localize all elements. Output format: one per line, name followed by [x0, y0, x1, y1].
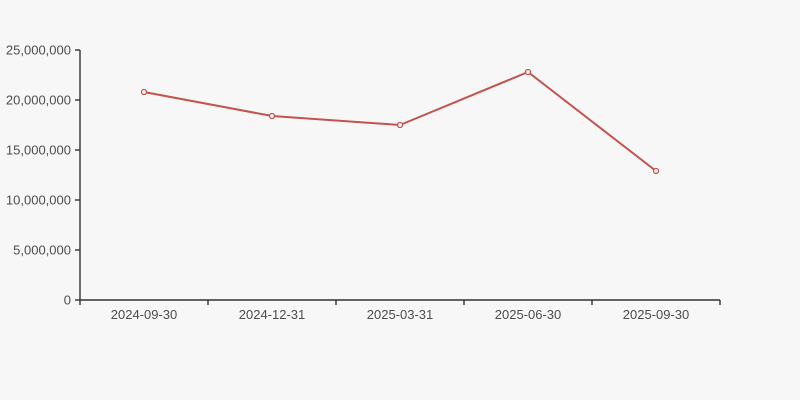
data-point-marker[interactable]: [652, 167, 660, 175]
data-point-marker[interactable]: [396, 121, 404, 129]
y-axis-tick-label: 15,000,000: [6, 143, 71, 158]
y-axis-tick-label: 20,000,000: [6, 93, 71, 108]
y-axis-tick-label: 0: [64, 293, 71, 308]
x-axis-tick-label: 2024-12-31: [239, 307, 306, 322]
data-point-marker[interactable]: [140, 88, 148, 96]
y-axis-tick-label: 5,000,000: [13, 243, 71, 258]
y-axis-tick-label: 25,000,000: [6, 43, 71, 58]
x-axis-tick-label: 2024-09-30: [111, 307, 178, 322]
y-axis-tick-label: 10,000,000: [6, 193, 71, 208]
x-axis-tick-label: 2025-03-31: [367, 307, 434, 322]
data-point-marker[interactable]: [524, 68, 532, 76]
x-axis-tick-label: 2025-06-30: [495, 307, 562, 322]
x-axis-tick-label: 2025-09-30: [623, 307, 690, 322]
series-line: [143, 71, 657, 172]
data-point-marker[interactable]: [268, 112, 276, 120]
